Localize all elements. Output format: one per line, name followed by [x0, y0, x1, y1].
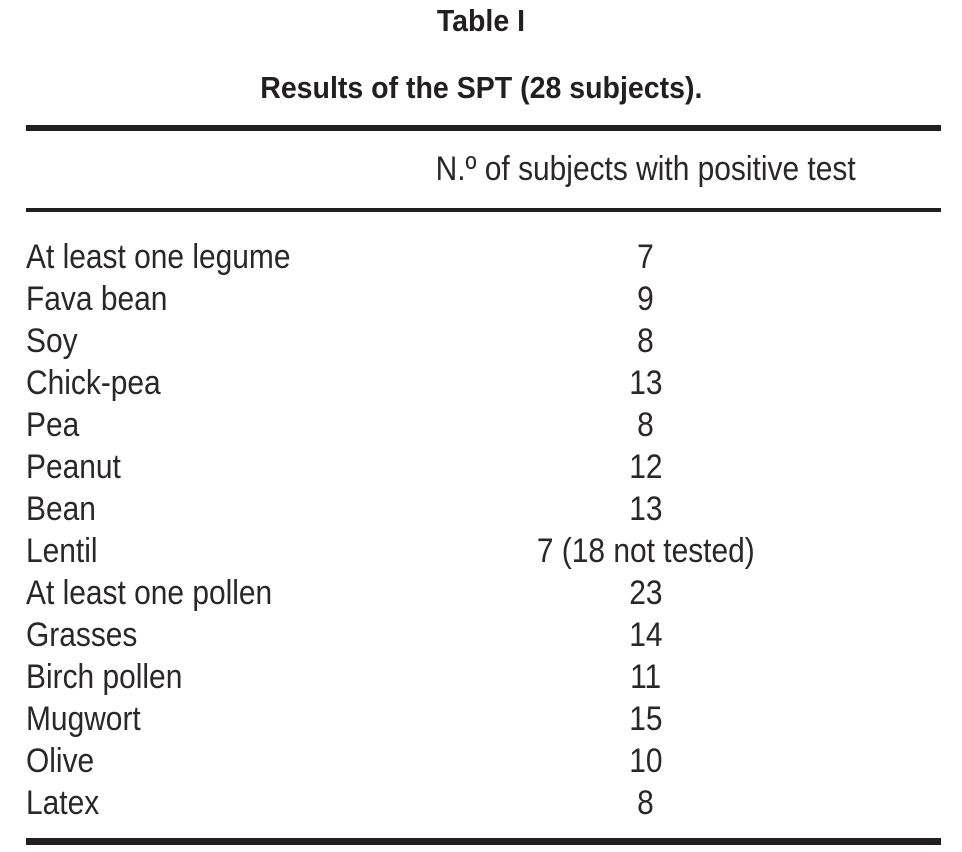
row-value: 12 [628, 447, 663, 486]
row-label: Bean [26, 489, 96, 528]
table-row: Pea 8 [26, 404, 941, 446]
table-caption-text: Results of the SPT (28 subjects). [259, 70, 703, 105]
row-label-cell: Birch pollen [26, 658, 350, 697]
row-value: 10 [628, 741, 663, 780]
row-label: Grasses [26, 615, 138, 654]
header-rule [26, 208, 941, 212]
row-value: 13 [628, 489, 663, 528]
row-value-cell: 9 [350, 280, 941, 319]
row-value-cell: 23 [350, 574, 941, 613]
row-value: 8 [637, 321, 654, 360]
table-row: Chick-pea 13 [26, 362, 941, 404]
table-row: Bean 13 [26, 488, 941, 530]
table-row: Lentil 7 (18 not tested) [26, 530, 941, 572]
row-value: 15 [628, 699, 663, 738]
row-value: 23 [628, 573, 663, 612]
row-value-cell: 14 [350, 616, 941, 655]
row-value: 9 [637, 279, 654, 318]
table-row: At least one pollen 23 [26, 572, 941, 614]
row-value-cell: 8 [350, 406, 941, 445]
row-value-cell: 12 [350, 448, 941, 487]
row-label-cell: Fava bean [26, 280, 350, 319]
row-label: Chick-pea [26, 363, 161, 402]
row-label: Birch pollen [26, 657, 183, 696]
row-label: Soy [26, 321, 78, 360]
row-label-cell: Olive [26, 742, 350, 781]
row-label: Peanut [26, 447, 121, 486]
row-value: 8 [637, 405, 654, 444]
row-label: At least one legume [26, 237, 291, 276]
row-label-cell: Grasses [26, 616, 350, 655]
row-value: 7 (18 not tested) [536, 531, 755, 570]
table-body: At least one legume 7 Fava bean 9 Soy 8 Chick-… [26, 212, 941, 824]
row-label: Mugwort [26, 699, 141, 738]
table-row: Fava bean 9 [26, 278, 941, 320]
row-label: At least one pollen [26, 573, 273, 612]
row-label: Fava bean [26, 279, 168, 318]
row-label-cell: Mugwort [26, 700, 350, 739]
table-row: At least one legume 7 [26, 236, 941, 278]
table-row: Olive 10 [26, 740, 941, 782]
row-value-cell: 13 [350, 490, 941, 529]
bottom-rule [26, 838, 941, 845]
table-caption: Results of the SPT (28 subjects). [0, 70, 962, 106]
row-label-cell: At least one pollen [26, 574, 350, 613]
table-row: Mugwort 15 [26, 698, 941, 740]
table: N.º of subjects with positive test At le… [26, 125, 941, 845]
row-label-cell: Pea [26, 406, 350, 445]
row-label: Latex [26, 783, 100, 822]
row-value-cell: 11 [350, 658, 941, 697]
row-value-cell: 7 (18 not tested) [350, 532, 941, 571]
row-label-cell: Peanut [26, 448, 350, 487]
table-row: Peanut 12 [26, 446, 941, 488]
table-number-heading: Table I [0, 0, 962, 39]
table-row: Birch pollen 11 [26, 656, 941, 698]
row-label-cell: Chick-pea [26, 364, 350, 403]
row-label-cell: Bean [26, 490, 350, 529]
row-value: 8 [637, 783, 654, 822]
row-label-cell: Latex [26, 784, 350, 823]
header-value-cell: N.º of subjects with positive test [350, 150, 941, 189]
column-header: N.º of subjects with positive test [435, 150, 856, 188]
row-value-cell: 10 [350, 742, 941, 781]
table-row: Soy 8 [26, 320, 941, 362]
row-value-cell: 8 [350, 322, 941, 361]
table-row: Grasses 14 [26, 614, 941, 656]
table-number-text: Table I [436, 3, 526, 38]
table-row: Latex 8 [26, 782, 941, 824]
row-value-cell: 15 [350, 700, 941, 739]
row-value-cell: 7 [350, 238, 941, 277]
row-value: 14 [628, 615, 663, 654]
row-value: 13 [628, 363, 663, 402]
row-label-cell: At least one legume [26, 238, 350, 277]
top-rule [26, 125, 941, 131]
row-label-cell: Lentil [26, 532, 350, 571]
row-value: 11 [629, 657, 662, 696]
table-header-row: N.º of subjects with positive test [26, 131, 941, 208]
row-value-cell: 8 [350, 784, 941, 823]
row-label: Lentil [26, 531, 98, 570]
row-value-cell: 13 [350, 364, 941, 403]
row-label: Pea [26, 405, 80, 444]
row-label-cell: Soy [26, 322, 350, 361]
row-label: Olive [26, 741, 95, 780]
row-value: 7 [637, 237, 654, 276]
